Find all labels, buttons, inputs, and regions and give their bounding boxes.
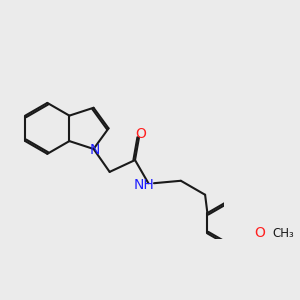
Text: O: O [136, 128, 146, 141]
Text: CH₃: CH₃ [272, 227, 294, 240]
Text: N: N [89, 143, 100, 157]
Text: O: O [254, 226, 266, 240]
Text: NH: NH [134, 178, 154, 192]
